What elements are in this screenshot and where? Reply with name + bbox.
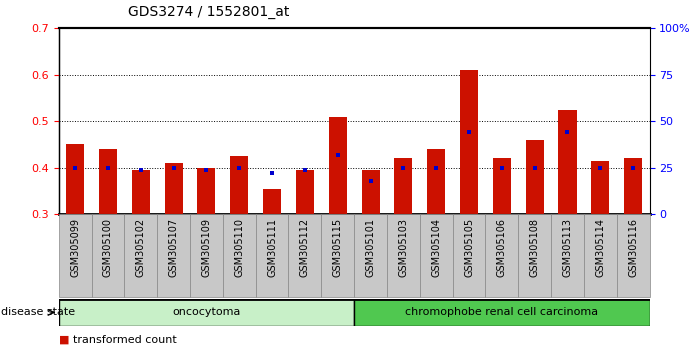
Bar bbox=[453, 214, 485, 297]
Bar bbox=[395, 159, 413, 214]
Text: GSM305107: GSM305107 bbox=[169, 218, 178, 278]
Point bbox=[562, 130, 573, 135]
Bar bbox=[59, 214, 91, 297]
Bar bbox=[354, 299, 650, 326]
Text: GSM305102: GSM305102 bbox=[136, 218, 146, 278]
Bar bbox=[526, 140, 544, 214]
Bar bbox=[198, 168, 216, 214]
Bar bbox=[157, 214, 190, 297]
Bar bbox=[321, 214, 354, 297]
Point bbox=[464, 130, 475, 135]
Bar bbox=[624, 159, 642, 214]
Point bbox=[102, 165, 113, 171]
Point bbox=[496, 165, 507, 171]
Point bbox=[135, 167, 146, 172]
Bar bbox=[230, 156, 248, 214]
Bar bbox=[591, 161, 609, 214]
Text: GSM305108: GSM305108 bbox=[530, 218, 540, 277]
Bar bbox=[190, 214, 223, 297]
Bar bbox=[354, 214, 387, 297]
Bar bbox=[124, 214, 157, 297]
Text: GSM305111: GSM305111 bbox=[267, 218, 277, 277]
Bar bbox=[616, 214, 650, 297]
Bar bbox=[361, 170, 379, 214]
Point bbox=[365, 178, 376, 183]
Bar bbox=[558, 110, 576, 214]
Point bbox=[627, 165, 638, 171]
Text: GSM305115: GSM305115 bbox=[333, 218, 343, 278]
Text: oncocytoma: oncocytoma bbox=[172, 307, 240, 318]
Point bbox=[234, 165, 245, 171]
Text: ■: ■ bbox=[59, 335, 69, 345]
Point bbox=[70, 165, 81, 171]
Bar bbox=[329, 116, 347, 214]
Bar bbox=[132, 170, 150, 214]
Bar bbox=[420, 214, 453, 297]
Text: GSM305105: GSM305105 bbox=[464, 218, 474, 278]
Point bbox=[299, 167, 310, 172]
Bar bbox=[256, 214, 288, 297]
Bar bbox=[551, 214, 584, 297]
Point bbox=[267, 170, 278, 176]
Point bbox=[168, 165, 179, 171]
Text: GSM305101: GSM305101 bbox=[366, 218, 375, 277]
Point bbox=[201, 167, 212, 172]
Bar bbox=[223, 214, 256, 297]
Text: GSM305099: GSM305099 bbox=[70, 218, 80, 277]
Text: transformed count: transformed count bbox=[73, 335, 176, 345]
Text: GSM305104: GSM305104 bbox=[431, 218, 441, 277]
Bar bbox=[263, 189, 281, 214]
Text: GSM305106: GSM305106 bbox=[497, 218, 507, 277]
Text: GSM305112: GSM305112 bbox=[300, 218, 310, 278]
Bar bbox=[99, 149, 117, 214]
Text: GSM305113: GSM305113 bbox=[562, 218, 572, 277]
Bar bbox=[296, 170, 314, 214]
Bar bbox=[66, 144, 84, 214]
Bar bbox=[387, 214, 419, 297]
Text: GSM305116: GSM305116 bbox=[628, 218, 638, 277]
Point bbox=[529, 165, 540, 171]
Bar bbox=[518, 214, 551, 297]
Bar bbox=[427, 149, 445, 214]
Point bbox=[398, 165, 409, 171]
Bar bbox=[91, 214, 124, 297]
Text: disease state: disease state bbox=[1, 307, 75, 318]
Bar bbox=[289, 214, 321, 297]
Text: GSM305100: GSM305100 bbox=[103, 218, 113, 277]
Text: GSM305110: GSM305110 bbox=[234, 218, 244, 277]
Text: GSM305114: GSM305114 bbox=[596, 218, 605, 277]
Point bbox=[595, 165, 606, 171]
Text: GDS3274 / 1552801_at: GDS3274 / 1552801_at bbox=[128, 5, 290, 19]
Bar bbox=[59, 299, 354, 326]
Bar bbox=[460, 70, 478, 214]
Bar bbox=[493, 159, 511, 214]
Bar bbox=[164, 163, 182, 214]
Text: GSM305103: GSM305103 bbox=[399, 218, 408, 277]
Point bbox=[332, 152, 343, 158]
Bar bbox=[584, 214, 616, 297]
Text: GSM305109: GSM305109 bbox=[202, 218, 211, 277]
Bar bbox=[485, 214, 518, 297]
Point bbox=[430, 165, 442, 171]
Text: chromophobe renal cell carcinoma: chromophobe renal cell carcinoma bbox=[406, 307, 598, 318]
